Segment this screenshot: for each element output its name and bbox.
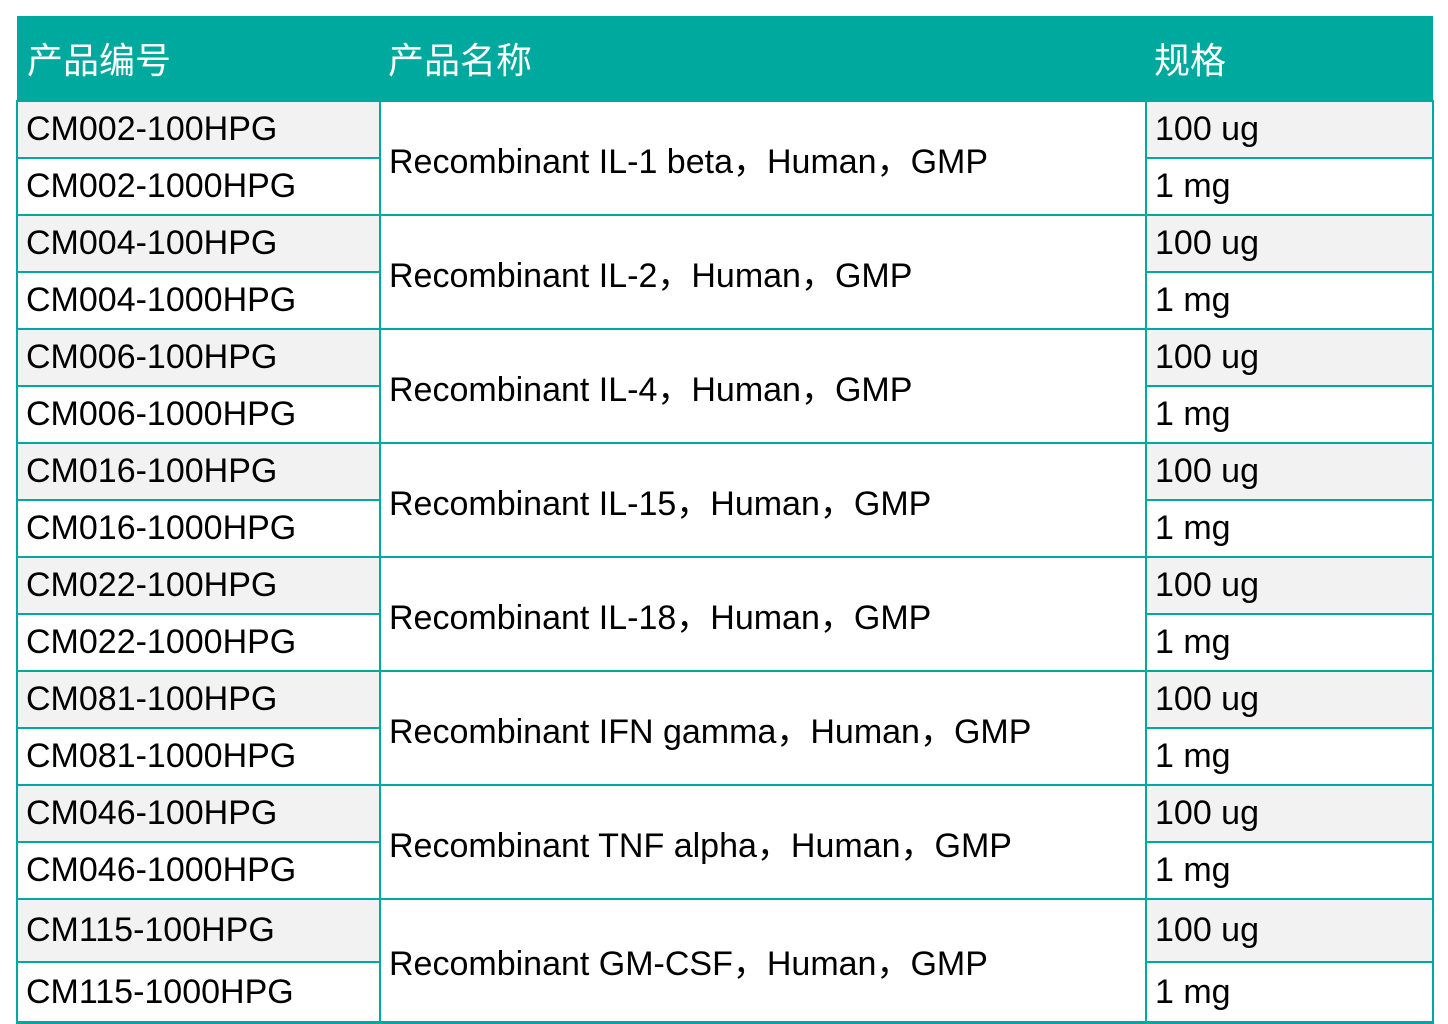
specification-cell: 1 mg bbox=[1145, 841, 1434, 899]
specification-cell: 100 ug bbox=[1145, 556, 1434, 614]
header-product-name: 产品名称 bbox=[380, 16, 1146, 101]
table-header: 产品编号 产品名称 规格 bbox=[17, 16, 1433, 101]
product-code-cell: CM006-1000HPG bbox=[16, 385, 381, 443]
specification-cell: 100 ug bbox=[1145, 328, 1434, 386]
table-row: CM006-1000HPG 1 mg bbox=[16, 385, 1434, 443]
product-name-cell: Recombinant GM-CSF，Human，GMP bbox=[379, 898, 1147, 1023]
product-name-cell: Recombinant IL-1 beta，Human，GMP bbox=[379, 100, 1147, 215]
specification-cell: 1 mg bbox=[1145, 727, 1434, 785]
product-code-cell: CM081-1000HPG bbox=[16, 727, 381, 785]
table-row: CM016-1000HPG 1 mg bbox=[16, 499, 1434, 557]
table-row: CM046-1000HPG 1 mg bbox=[16, 841, 1434, 899]
product-table: 产品编号 产品名称 规格 CM002-100HPG Recombinant IL-… bbox=[16, 16, 1434, 1024]
specification-cell: 100 ug bbox=[1145, 100, 1434, 158]
product-code-cell: CM046-100HPG bbox=[16, 784, 381, 842]
table-row: CM081-1000HPG 1 mg bbox=[16, 727, 1434, 785]
specification-cell: 100 ug bbox=[1145, 898, 1434, 962]
product-code-cell: CM022-1000HPG bbox=[16, 613, 381, 671]
table-row: CM115-100HPG Recombinant GM-CSF，Human，GMP… bbox=[16, 898, 1434, 1023]
specification-cell: 1 mg bbox=[1145, 961, 1434, 1023]
table-row: CM022-1000HPG 1 mg bbox=[16, 613, 1434, 671]
product-code-cell: CM004-1000HPG bbox=[16, 271, 381, 329]
specification-cell: 100 ug bbox=[1145, 784, 1434, 842]
product-code-cell: CM002-1000HPG bbox=[16, 157, 381, 215]
specification-cell: 1 mg bbox=[1145, 499, 1434, 557]
table-row: CM081-100HPG Recombinant IFN gamma，Human，… bbox=[16, 670, 1434, 785]
table-row: CM022-100HPG Recombinant IL-18，Human，GMP 1… bbox=[16, 556, 1434, 671]
table-row: CM002-1000HPG 1 mg bbox=[16, 157, 1434, 215]
product-code-cell: CM016-1000HPG bbox=[16, 499, 381, 557]
specification-cell: 100 ug bbox=[1145, 670, 1434, 728]
product-code-cell: CM004-100HPG bbox=[16, 214, 381, 272]
product-code-cell: CM016-100HPG bbox=[16, 442, 381, 500]
specification-cell: 100 ug bbox=[1145, 214, 1434, 272]
table-row: CM004-1000HPG 1 mg bbox=[16, 271, 1434, 329]
table-row: CM115-1000HPG 1 mg bbox=[16, 961, 1434, 1023]
product-name-cell: Recombinant IL-2，Human，GMP bbox=[379, 214, 1147, 329]
specification-cell: 1 mg bbox=[1145, 271, 1434, 329]
table-body: CM002-100HPG Recombinant IL-1 beta，Human，… bbox=[16, 100, 1434, 1023]
product-table-container: 产品编号 产品名称 规格 CM002-100HPG Recombinant IL-… bbox=[16, 16, 1434, 1024]
header-specification: 规格 bbox=[1146, 16, 1433, 101]
product-code-cell: CM115-100HPG bbox=[16, 898, 381, 962]
specification-cell: 1 mg bbox=[1145, 157, 1434, 215]
product-code-cell: CM046-1000HPG bbox=[16, 841, 381, 899]
table-row: CM016-100HPG Recombinant IL-15，Human，GMP 1… bbox=[16, 442, 1434, 557]
product-name-cell: Recombinant IL-4，Human，GMP bbox=[379, 328, 1147, 443]
product-name-cell: Recombinant IL-15，Human，GMP bbox=[379, 442, 1147, 557]
product-code-cell: CM006-100HPG bbox=[16, 328, 381, 386]
table-row: CM004-100HPG Recombinant IL-2，Human，GMP 10… bbox=[16, 214, 1434, 329]
table-row: CM002-100HPG Recombinant IL-1 beta，Human，… bbox=[16, 100, 1434, 215]
product-code-cell: CM002-100HPG bbox=[16, 100, 381, 158]
specification-cell: 1 mg bbox=[1145, 385, 1434, 443]
product-name-cell: Recombinant IL-18，Human，GMP bbox=[379, 556, 1147, 671]
product-code-cell: CM115-1000HPG bbox=[16, 961, 381, 1023]
table-row: CM006-100HPG Recombinant IL-4，Human，GMP 10… bbox=[16, 328, 1434, 443]
product-code-cell: CM081-100HPG bbox=[16, 670, 381, 728]
product-name-cell: Recombinant IFN gamma，Human，GMP bbox=[379, 670, 1147, 785]
specification-cell: 100 ug bbox=[1145, 442, 1434, 500]
product-code-cell: CM022-100HPG bbox=[16, 556, 381, 614]
header-product-code: 产品编号 bbox=[17, 16, 380, 101]
product-name-cell: Recombinant TNF alpha，Human，GMP bbox=[379, 784, 1147, 899]
table-row: CM046-100HPG Recombinant TNF alpha，Human，… bbox=[16, 784, 1434, 899]
specification-cell: 1 mg bbox=[1145, 613, 1434, 671]
